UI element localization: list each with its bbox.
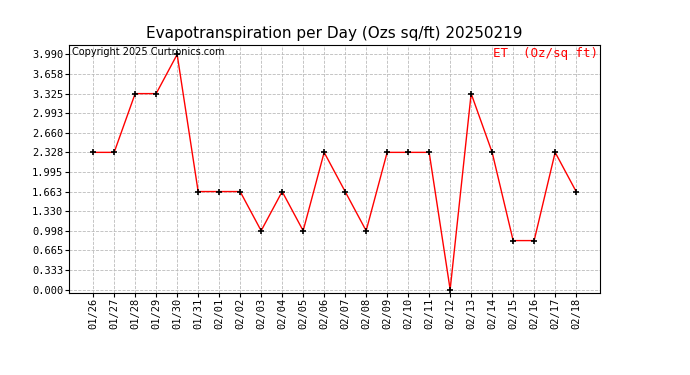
Title: Evapotranspiration per Day (Ozs sq/ft) 20250219: Evapotranspiration per Day (Ozs sq/ft) 2… bbox=[146, 26, 523, 41]
Text: Copyright 2025 Curtronics.com: Copyright 2025 Curtronics.com bbox=[72, 48, 224, 57]
Text: ET  (Oz/sq ft): ET (Oz/sq ft) bbox=[493, 48, 598, 60]
